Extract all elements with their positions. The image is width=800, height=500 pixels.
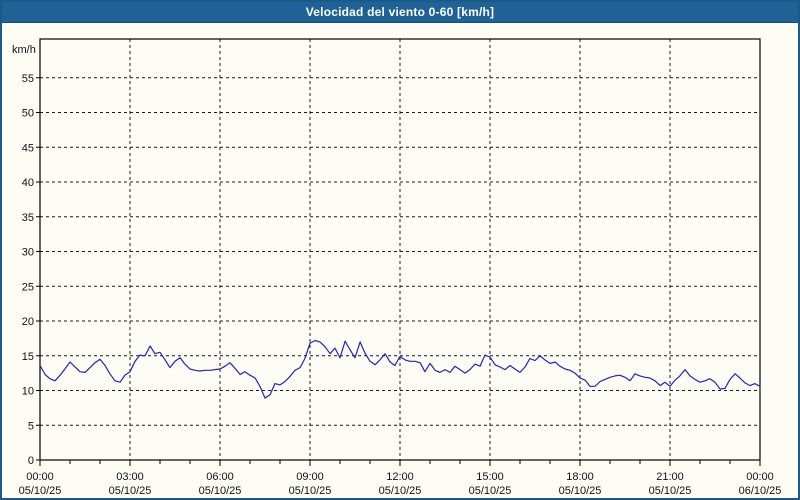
y-tick-label: 45	[22, 142, 34, 154]
x-tick-date-label: 05/10/25	[649, 485, 692, 497]
x-tick-time-label: 15:00	[476, 471, 504, 483]
x-tick-time-label: 03:00	[116, 471, 144, 483]
x-tick-date-label: 05/10/25	[19, 485, 62, 497]
x-tick-date-label: 05/10/25	[199, 485, 242, 497]
x-tick-date-label: 05/10/25	[469, 485, 512, 497]
x-tick-time-label: 09:00	[296, 471, 324, 483]
title-bar: Velocidad del viento 0-60 [km/h]	[2, 2, 798, 23]
y-tick-label: 20	[22, 316, 34, 328]
x-tick-time-label: 06:00	[206, 471, 234, 483]
chart-title: Velocidad del viento 0-60 [km/h]	[305, 5, 495, 19]
x-tick-date-label: 05/10/25	[289, 485, 332, 497]
y-tick-label: 15	[22, 351, 34, 363]
x-tick-date-label: 05/10/25	[559, 485, 602, 497]
x-tick-time-label: 00:00	[26, 471, 54, 483]
y-tick-label: 25	[22, 281, 34, 293]
y-tick-label: 55	[22, 73, 34, 85]
x-tick-date-label: 05/10/25	[379, 485, 422, 497]
x-tick-date-label: 05/10/25	[109, 485, 152, 497]
y-tick-label: 30	[22, 247, 34, 259]
chart-canvas: 0 5 10 15 20 25 30 35 40 45 50 55 km/h 00:00 05/10/25 0…	[12, 38, 782, 497]
x-tick-date-label: 06/10/25	[739, 485, 782, 497]
y-tick-label: 35	[22, 212, 34, 224]
y-tick-label: 40	[22, 177, 34, 189]
y-axis-unit-label: km/h	[12, 44, 36, 56]
y-tick-label: 50	[22, 108, 34, 120]
y-tick-label: 10	[22, 386, 34, 398]
wind-speed-line	[39, 339, 761, 399]
y-tick-label: 5	[28, 420, 34, 432]
y-tick-label: 0	[28, 455, 34, 467]
x-tick-time-label: 21:00	[656, 471, 684, 483]
chart-area: 0 5 10 15 20 25 30 35 40 45 50 55 km/h 00:00 05/10/25 0…	[2, 23, 798, 498]
x-tick-time-label: 18:00	[566, 471, 594, 483]
x-tick-time-label: 00:00	[746, 471, 774, 483]
x-tick-time-label: 12:00	[386, 471, 414, 483]
